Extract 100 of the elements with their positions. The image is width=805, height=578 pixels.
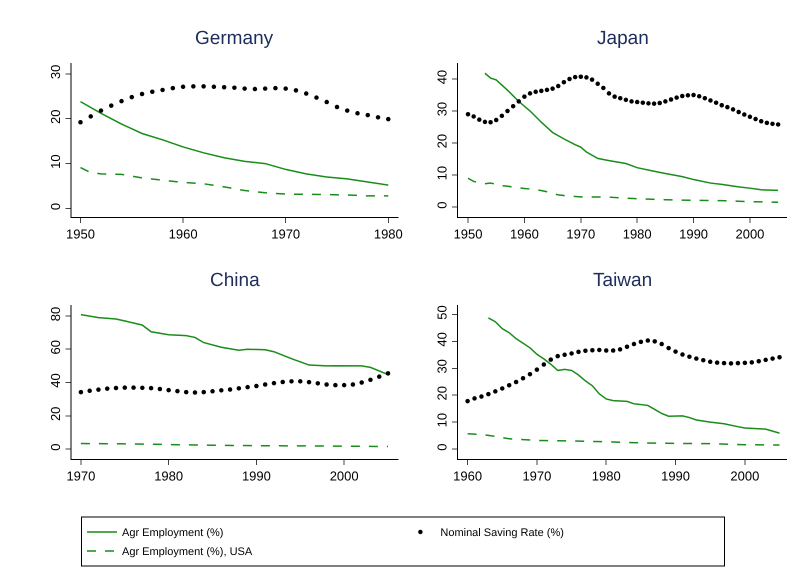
x-tick-label: 1960: [168, 226, 198, 242]
point: [228, 387, 232, 392]
point: [522, 94, 527, 99]
point: [368, 378, 373, 382]
y-tick-label: 30: [434, 102, 450, 116]
point: [272, 380, 276, 386]
point: [542, 362, 546, 367]
y-tick-label: 60: [48, 340, 64, 355]
point: [506, 382, 512, 388]
point: [714, 100, 718, 105]
point: [555, 354, 560, 358]
point: [550, 86, 555, 91]
point: [694, 356, 699, 361]
point: [252, 86, 258, 92]
point: [482, 120, 488, 124]
point: [88, 114, 93, 119]
point: [150, 89, 155, 94]
point: [232, 85, 237, 90]
point: [610, 348, 616, 353]
point: [702, 96, 708, 100]
line-series: [484, 72, 779, 192]
point: [516, 99, 522, 104]
point: [646, 101, 651, 106]
y-tick-label: 20: [434, 386, 450, 400]
point: [465, 398, 470, 404]
point: [202, 390, 206, 394]
point: [659, 342, 664, 346]
y-tick-label: 40: [48, 373, 64, 388]
y-tick-label: 10: [434, 166, 450, 180]
x-tick-label: 1980: [622, 226, 652, 242]
point: [714, 360, 720, 365]
chart-title: China: [210, 270, 260, 291]
point: [562, 352, 567, 358]
point: [104, 386, 110, 391]
point: [624, 98, 628, 102]
point: [597, 348, 602, 352]
point: [493, 389, 498, 394]
point: [180, 84, 186, 90]
point: [750, 360, 754, 365]
line-series: [80, 100, 390, 186]
x-tick-label: 1980: [154, 468, 184, 484]
chart-title: Germany: [195, 28, 274, 49]
point: [175, 388, 180, 394]
point: [324, 100, 329, 104]
line-series: [488, 317, 780, 434]
point: [618, 347, 622, 352]
point: [763, 358, 768, 362]
point: [680, 94, 685, 98]
point: [87, 388, 92, 394]
y-tick-label: 10: [434, 412, 450, 428]
y-tick-label: 0: [48, 202, 64, 210]
point: [680, 352, 685, 357]
point: [668, 97, 674, 102]
x-tick-label: 1990: [661, 468, 690, 484]
point: [640, 100, 646, 105]
point: [736, 110, 741, 114]
point: [201, 84, 206, 89]
point: [236, 386, 242, 391]
point: [158, 386, 162, 392]
point: [624, 344, 630, 349]
point: [686, 93, 690, 98]
point: [170, 86, 176, 90]
point: [736, 360, 740, 366]
x-tick-label: 1960: [453, 468, 482, 484]
y-tick-label: 0: [434, 202, 450, 209]
point: [245, 384, 250, 390]
point: [192, 390, 198, 395]
point: [742, 360, 748, 366]
x-tick-label: 1950: [454, 226, 482, 242]
point: [632, 342, 636, 346]
y-tick-label: 20: [48, 109, 64, 124]
line-series: [80, 166, 390, 197]
point: [242, 86, 247, 91]
point: [350, 382, 356, 387]
point: [666, 346, 671, 350]
point: [376, 374, 382, 379]
point: [528, 372, 532, 376]
y-tick-label: 50: [434, 305, 450, 320]
point: [770, 122, 775, 126]
point: [696, 94, 702, 99]
point: [533, 90, 538, 94]
point: [96, 387, 101, 392]
point: [562, 80, 566, 84]
point: [722, 360, 726, 366]
x-tick-label: 2000: [730, 468, 760, 484]
point: [212, 84, 216, 90]
point: [770, 356, 775, 361]
point: [283, 86, 288, 91]
y-tick-label: 40: [434, 70, 450, 84]
x-tick-label: 2000: [735, 226, 764, 242]
point: [324, 382, 329, 387]
point: [280, 380, 285, 384]
point: [342, 382, 346, 388]
point: [289, 379, 294, 384]
y-tick-label: 0: [48, 443, 64, 451]
point: [345, 108, 350, 113]
x-tick-label: 1970: [66, 468, 96, 484]
point: [590, 77, 594, 82]
chart-title: Taiwan: [593, 270, 652, 291]
legend-label: Nominal Saving Rate (%): [440, 527, 564, 540]
